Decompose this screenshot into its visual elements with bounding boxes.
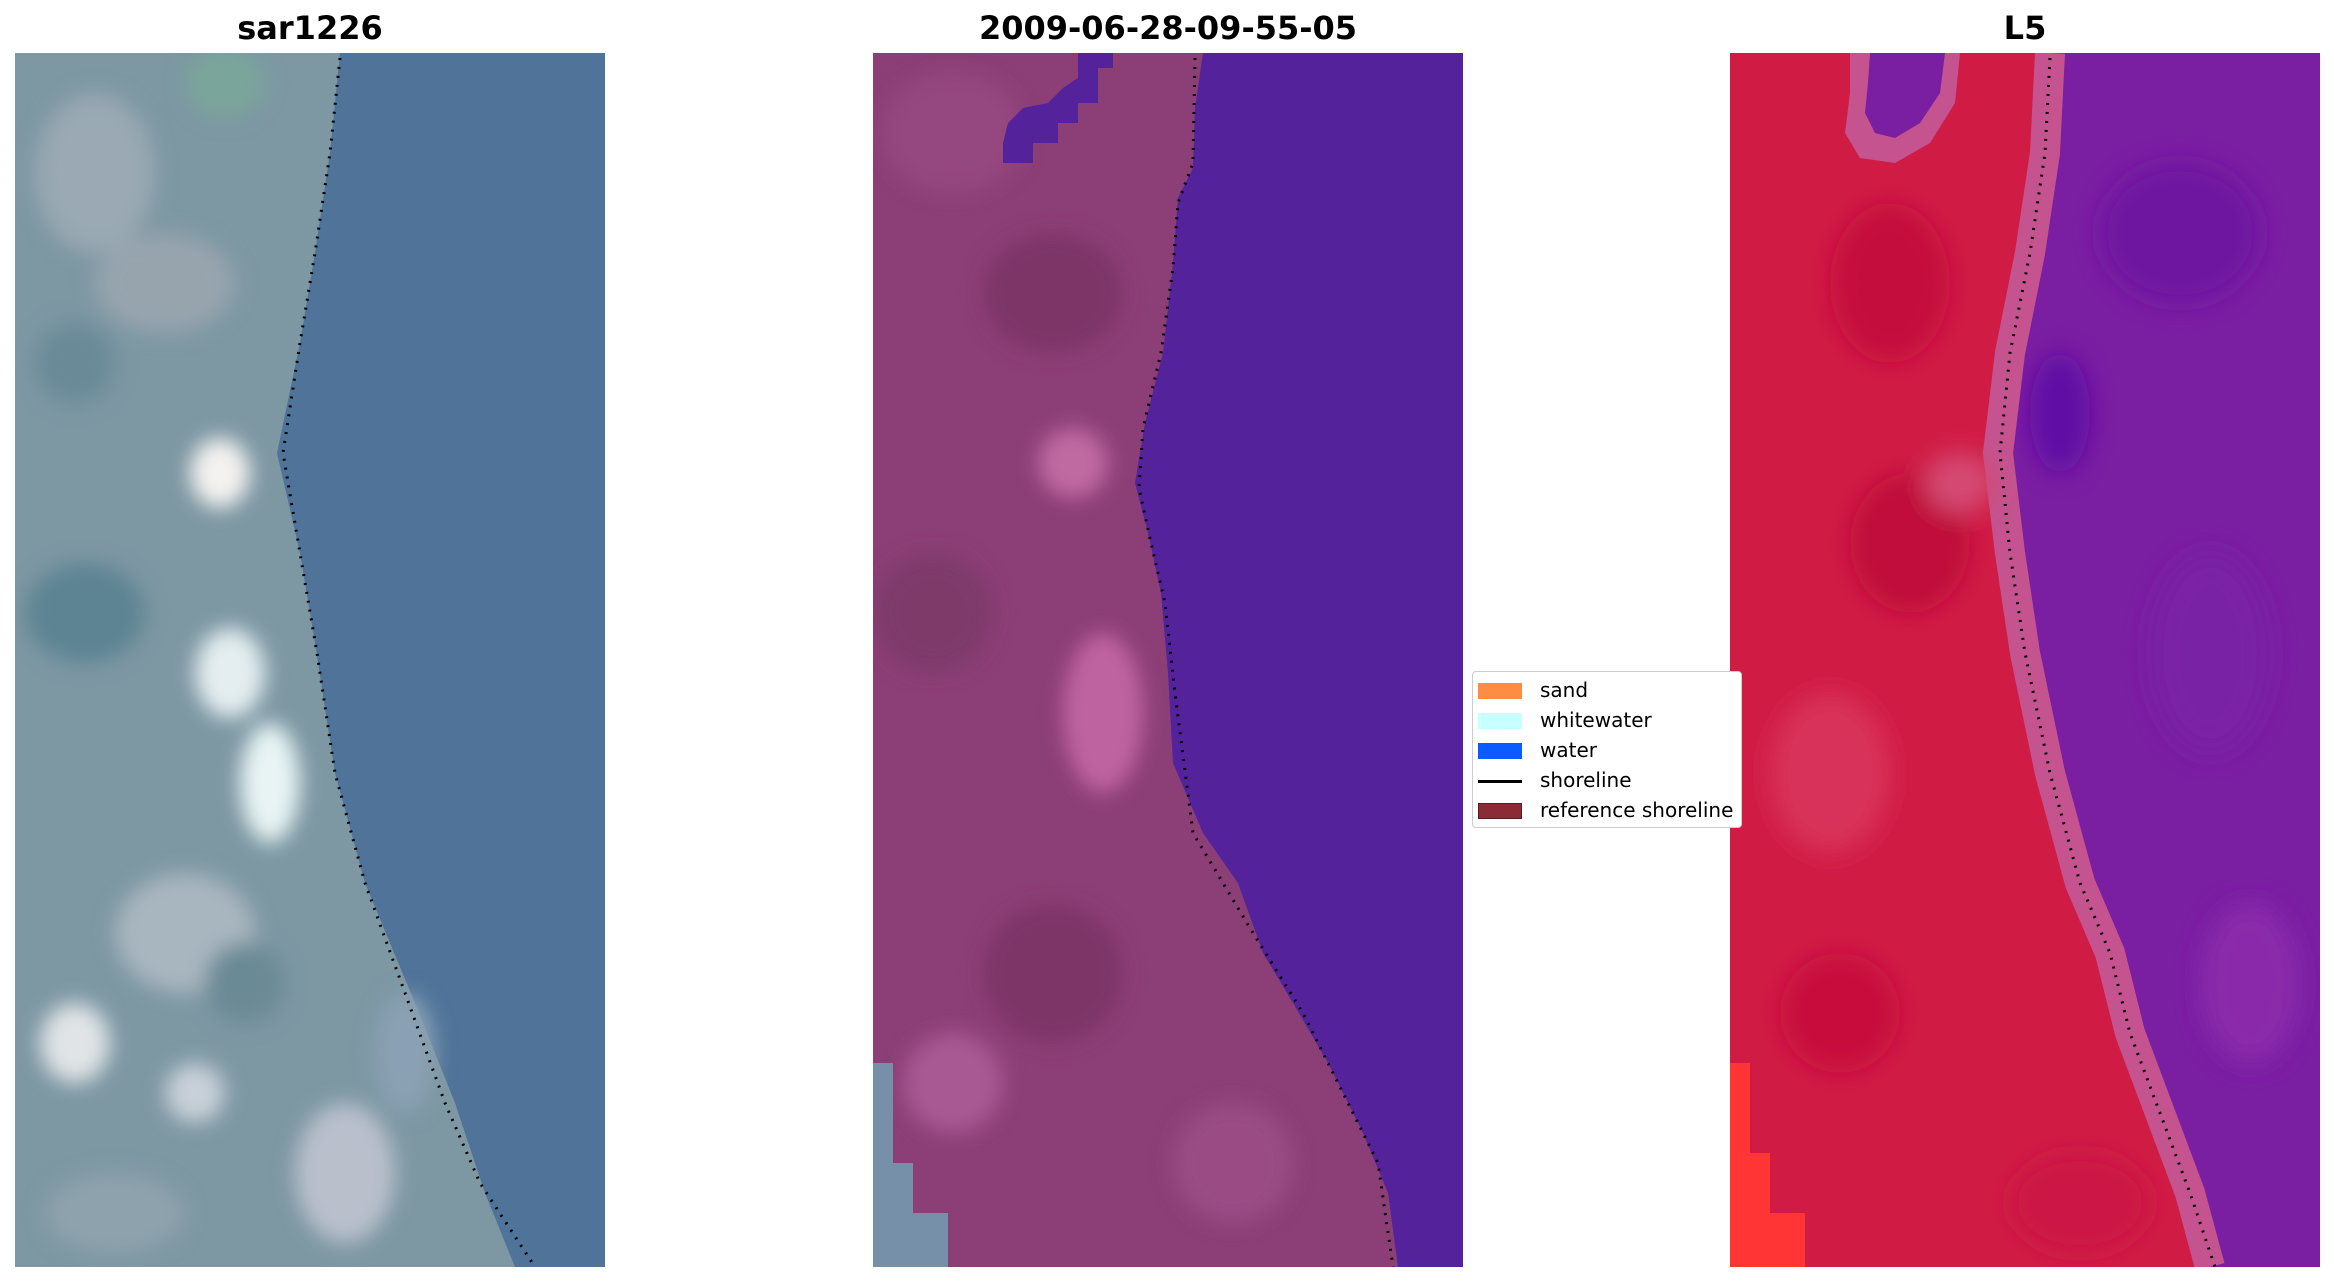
classification-panel	[873, 53, 1463, 1267]
rgb-image-panel	[15, 53, 605, 1267]
land-texture	[25, 53, 435, 1253]
land-edge-glow	[1982, 53, 2225, 1267]
classification-image	[873, 53, 1463, 1267]
sand-edge-patch	[873, 1063, 948, 1267]
bright-patch	[1730, 1063, 1805, 1267]
legend-item-sand: sand	[1473, 675, 1741, 705]
water-patch-top	[1003, 53, 1113, 163]
legend-label-whitewater: whitewater	[1540, 708, 1652, 732]
legend: sand whitewater water shoreline referenc…	[1472, 671, 1742, 828]
shoreline-line-swatch	[1478, 780, 1522, 783]
water-texture	[2030, 163, 2300, 1063]
legend-item-whitewater: whitewater	[1473, 705, 1741, 735]
panel-title-l5: L5	[2003, 9, 2047, 47]
land-texture	[1770, 203, 2150, 1253]
shoreline-dots	[1137, 57, 1395, 1267]
legend-label-shoreline: shoreline	[1540, 768, 1632, 792]
water-inlet-core	[1865, 53, 1945, 138]
l5-image	[1730, 53, 2320, 1267]
panel-title-rgb: sar1226	[237, 9, 383, 47]
sand-swatch	[1478, 683, 1522, 699]
water-swatch	[1478, 743, 1522, 759]
panel-title-classification: 2009-06-28-09-55-05	[978, 9, 1358, 47]
rgb-image	[15, 53, 605, 1267]
legend-label-reference-shoreline: reference shoreline	[1540, 798, 1734, 822]
legend-item-water: water	[1473, 735, 1741, 765]
legend-label-sand: sand	[1540, 678, 1589, 702]
l5-panel	[1730, 53, 2320, 1267]
shoreline-dots	[281, 57, 537, 1267]
legend-item-shoreline: shoreline	[1473, 765, 1741, 795]
legend-label-water: water	[1540, 738, 1597, 762]
legend-item-reference-shoreline: reference shoreline	[1473, 795, 1741, 825]
reference-shoreline-swatch	[1478, 803, 1522, 819]
land-class-texture	[873, 73, 1293, 1223]
whitewater-swatch	[1478, 713, 1522, 729]
